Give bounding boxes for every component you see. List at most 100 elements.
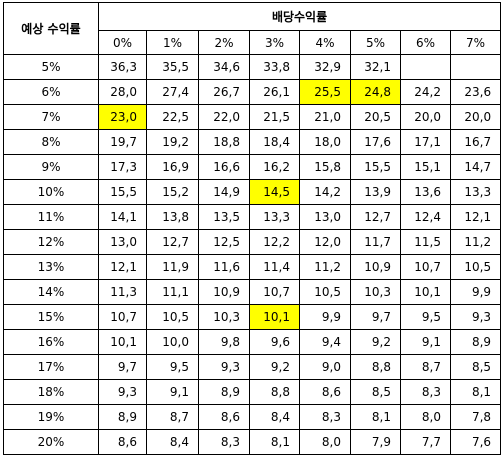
row-label: 19% (3, 404, 99, 430)
value-cell: 22,5 (146, 104, 199, 130)
row-label: 11% (3, 204, 99, 230)
value-cell: 13,9 (350, 179, 401, 205)
value-cell: 9,3 (449, 304, 502, 330)
value-cell: 8,9 (198, 379, 250, 405)
value-cell: 9,8 (198, 329, 250, 355)
value-cell: 14,9 (198, 179, 250, 205)
value-cell: 26,7 (198, 79, 250, 105)
value-cell: 24,2 (400, 79, 451, 105)
row-label: 18% (3, 379, 99, 405)
value-cell: 22,0 (198, 104, 250, 130)
row-label: 15% (3, 304, 99, 330)
value-cell: 28,0 (98, 79, 147, 105)
value-cell: 8,3 (400, 379, 451, 405)
value-cell: 9,7 (350, 304, 401, 330)
value-cell: 27,4 (146, 79, 199, 105)
column-header: 1% (146, 30, 199, 55)
value-cell: 13,0 (98, 229, 147, 255)
value-cell: 8,9 (98, 404, 147, 430)
value-cell: 12,0 (299, 229, 351, 255)
value-cell: 15,5 (350, 154, 401, 180)
value-cell: 15,2 (146, 179, 199, 205)
value-cell: 12,7 (350, 204, 401, 230)
row-label: 20% (3, 429, 99, 455)
table-row: 9% 17,3 16,9 16,6 16,2 15,8 15,5 15,1 14,7 (3, 154, 502, 180)
table-row: 20% 8,6 8,4 8,3 8,1 8,0 7,9 7,7 7,6 (3, 429, 502, 455)
value-cell: 10,7 (98, 304, 147, 330)
value-cell: 9,5 (146, 354, 199, 380)
value-cell: 10,5 (146, 304, 199, 330)
value-cell: 16,6 (198, 154, 250, 180)
value-cell: 8,8 (249, 379, 300, 405)
value-cell: 10,9 (350, 254, 401, 280)
value-cell: 8,6 (98, 429, 147, 455)
value-cell: 14,2 (299, 179, 351, 205)
value-cell: 9,4 (299, 329, 351, 355)
table-row: 18% 9,3 9,1 8,9 8,8 8,6 8,5 8,3 8,1 (3, 379, 502, 405)
value-cell: 10,9 (198, 279, 250, 305)
column-header: 0% (98, 30, 147, 55)
value-cell: 23,6 (449, 79, 502, 105)
table-row: 13% 12,1 11,9 11,6 11,4 11,2 10,9 10,7 10,5 (3, 254, 502, 280)
column-header: 6% (400, 30, 451, 55)
value-cell: 9,1 (400, 329, 451, 355)
value-cell: 24,8 (350, 79, 401, 105)
value-cell: 14,5 (249, 179, 300, 205)
value-cell: 11,2 (449, 229, 502, 255)
value-cell: 26,1 (249, 79, 300, 105)
value-cell: 10,5 (449, 254, 502, 280)
value-cell: 13,6 (400, 179, 451, 205)
value-cell: 11,9 (146, 254, 199, 280)
value-cell: 8,1 (350, 404, 401, 430)
column-header: 3% (249, 30, 300, 55)
value-cell: 10,1 (400, 279, 451, 305)
value-cell: 36,3 (98, 54, 147, 80)
value-cell: 9,3 (198, 354, 250, 380)
table-row: 10% 15,5 15,2 14,9 14,5 14,2 13,9 13,6 13,3 (3, 179, 502, 205)
value-cell: 10,1 (249, 304, 300, 330)
table-body: 5% 36,3 35,5 34,6 33,8 32,9 32,1 6% 28,0 27,4 26,7… (3, 54, 502, 455)
value-cell: 19,7 (98, 129, 147, 155)
value-cell: 13,0 (299, 204, 351, 230)
column-header: 7% (449, 30, 502, 55)
corner-header: 예상 수익률 (3, 2, 99, 55)
value-cell: 11,1 (146, 279, 199, 305)
table-row: 17% 9,7 9,5 9,3 9,2 9,0 8,8 8,7 8,5 (3, 354, 502, 380)
value-cell: 7,6 (449, 429, 502, 455)
row-label: 5% (3, 54, 99, 80)
value-cell: 12,2 (249, 229, 300, 255)
row-label: 16% (3, 329, 99, 355)
value-cell: 20,0 (400, 104, 451, 130)
value-cell: 7,8 (449, 404, 502, 430)
value-cell: 8,6 (299, 379, 351, 405)
value-cell: 9,9 (299, 304, 351, 330)
column-header: 5% (350, 30, 401, 55)
value-cell: 20,0 (449, 104, 502, 130)
value-cell: 10,3 (350, 279, 401, 305)
value-cell: 19,2 (146, 129, 199, 155)
row-label: 8% (3, 129, 99, 155)
value-cell: 20,5 (350, 104, 401, 130)
value-cell: 9,2 (249, 354, 300, 380)
value-cell: 9,1 (146, 379, 199, 405)
value-cell: 14,7 (449, 154, 502, 180)
value-cell: 14,1 (98, 204, 147, 230)
value-cell: 9,7 (98, 354, 147, 380)
value-cell: 10,1 (98, 329, 147, 355)
value-cell: 9,2 (350, 329, 401, 355)
row-label: 17% (3, 354, 99, 380)
value-cell: 21,0 (299, 104, 351, 130)
table-row: 16% 10,1 10,0 9,8 9,6 9,4 9,2 9,1 8,9 (3, 329, 502, 355)
value-cell: 8,0 (299, 429, 351, 455)
column-header: 2% (198, 30, 250, 55)
row-label: 6% (3, 79, 99, 105)
value-cell: 8,3 (299, 404, 351, 430)
value-cell: 18,4 (249, 129, 300, 155)
value-cell: 8,5 (350, 379, 401, 405)
table-row: 12% 13,0 12,7 12,5 12,2 12,0 11,7 11,5 11,2 (3, 229, 502, 255)
value-cell: 8,0 (400, 404, 451, 430)
yield-table: 예상 수익률 배당수익률 0% 1% 2% 3% 4% 5% 6% 7% 5% 36,3 35,5… (3, 2, 502, 455)
value-cell: 33,8 (249, 54, 300, 80)
value-cell: 16,2 (249, 154, 300, 180)
